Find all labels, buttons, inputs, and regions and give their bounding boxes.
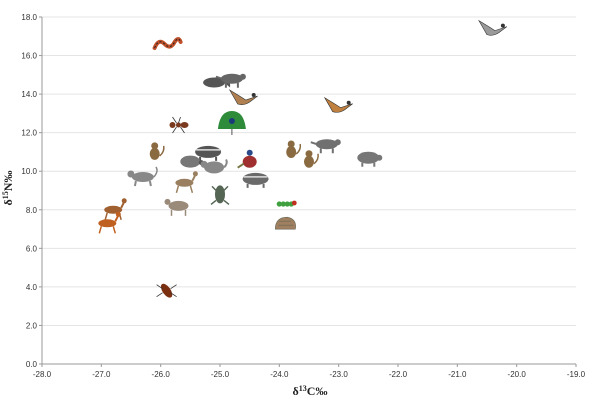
gridlines [42, 16, 576, 326]
y-tick-label: 10.0 [21, 167, 37, 176]
ant-icon [169, 116, 189, 134]
x-tick-label: -27.0 [92, 370, 111, 379]
axes [39, 16, 577, 367]
peacock-icon [217, 111, 246, 135]
y-tick-label: 2.0 [26, 321, 38, 330]
x-tick-label: -23.0 [330, 370, 349, 379]
bird-icon [228, 89, 258, 105]
macaque-icon [127, 166, 158, 187]
cat-icon [200, 158, 228, 174]
x-tick-label: -25.0 [211, 370, 230, 379]
y-tick-label: 12.0 [21, 129, 37, 138]
deer-icon [98, 211, 121, 234]
x-tick-label: -20.0 [508, 370, 527, 379]
monkey-icon [149, 142, 165, 160]
x-axis-label: δ13C‰ [293, 384, 328, 399]
bird-icon [323, 96, 353, 113]
pheasant-icon [237, 149, 257, 169]
y-tick-label: 6.0 [26, 244, 38, 253]
pig-icon [357, 151, 383, 167]
tick-labels: 0.0 2.0 4.0 6.0 8.0 10.0 12.0 14.0 16.0 18.0 -28.0… [21, 13, 585, 379]
data-points [98, 19, 508, 298]
deer-icon [175, 171, 198, 194]
y-tick-label: 16.0 [21, 52, 37, 61]
y-tick-label: 18.0 [21, 13, 37, 22]
snake-icon [152, 37, 183, 50]
y-axis-label: δ15N‰ [1, 171, 16, 206]
pangolin-icon [274, 216, 296, 230]
badger-icon [195, 145, 222, 161]
caterpillar-icon [276, 200, 297, 207]
goat-icon [164, 198, 189, 216]
civet-icon [215, 73, 246, 88]
x-tick-label: -28.0 [33, 370, 52, 379]
x-tick-label: -24.0 [270, 370, 289, 379]
monkey-icon [304, 150, 319, 168]
x-tick-label: -21.0 [448, 370, 467, 379]
monkey-icon [286, 140, 302, 158]
civet-icon [310, 139, 341, 154]
y-tick-label: 14.0 [21, 90, 37, 99]
deer-icon [104, 198, 127, 221]
bug-icon [156, 283, 177, 298]
frog-icon [210, 185, 230, 205]
badger-icon [242, 172, 269, 188]
x-tick-label: -26.0 [152, 370, 171, 379]
bird-icon [478, 19, 508, 36]
x-tick-label: -22.0 [389, 370, 408, 379]
y-tick-label: 0.0 [26, 360, 38, 369]
y-tick-label: 8.0 [26, 206, 38, 215]
y-tick-label: 4.0 [26, 283, 38, 292]
x-tick-label: -19.0 [567, 370, 586, 379]
